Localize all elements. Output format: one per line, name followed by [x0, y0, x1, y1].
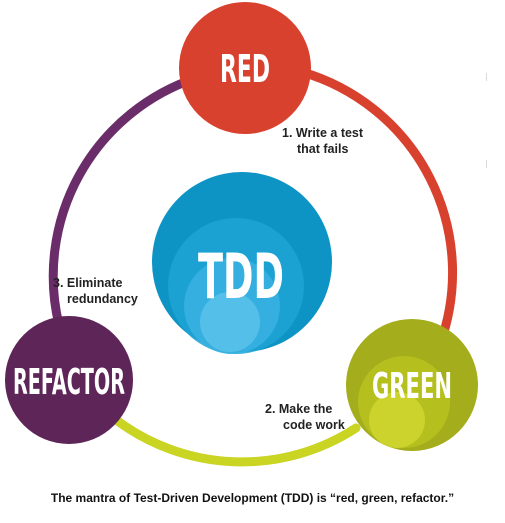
step-3-line-2: redundancy — [67, 292, 138, 306]
center-tdd-circle: TDD — [152, 172, 332, 354]
step-1-label: 1. Write a test that fails — [282, 126, 367, 156]
step-1-line-2: that fails — [297, 142, 348, 156]
step-2-line-2: code work — [283, 418, 345, 432]
edge-tick-mark — [486, 73, 487, 81]
red-node-label: RED — [220, 47, 270, 91]
refactor-node: REFACTOR — [5, 316, 133, 444]
step-1-line-1: 1. Write a test — [282, 126, 364, 140]
step-3-line-1: 3. Eliminate — [53, 276, 123, 290]
tdd-cycle-diagram: TDD RED GREEN REFACTOR 1. Write a test t… — [5, 2, 478, 467]
step-2-label: 2. Make the code work — [265, 402, 345, 432]
step-3-label: 3. Eliminate redundancy — [53, 276, 138, 306]
step-2-line-1: 2. Make the — [265, 402, 332, 416]
caption: The mantra of Test-Driven Development (T… — [50, 491, 455, 505]
refactor-node-label: REFACTOR — [13, 362, 125, 403]
ring-arc-red-to-green — [297, 67, 458, 349]
red-node: RED — [179, 2, 311, 134]
ring-arc-green-to-refactor — [110, 414, 361, 467]
green-node-label: GREEN — [372, 366, 452, 407]
center-tdd-label: TDD — [198, 240, 284, 313]
green-node: GREEN — [346, 319, 478, 451]
ring-arc-refactor-to-red — [48, 73, 201, 330]
edge-tick-mark — [486, 160, 487, 168]
